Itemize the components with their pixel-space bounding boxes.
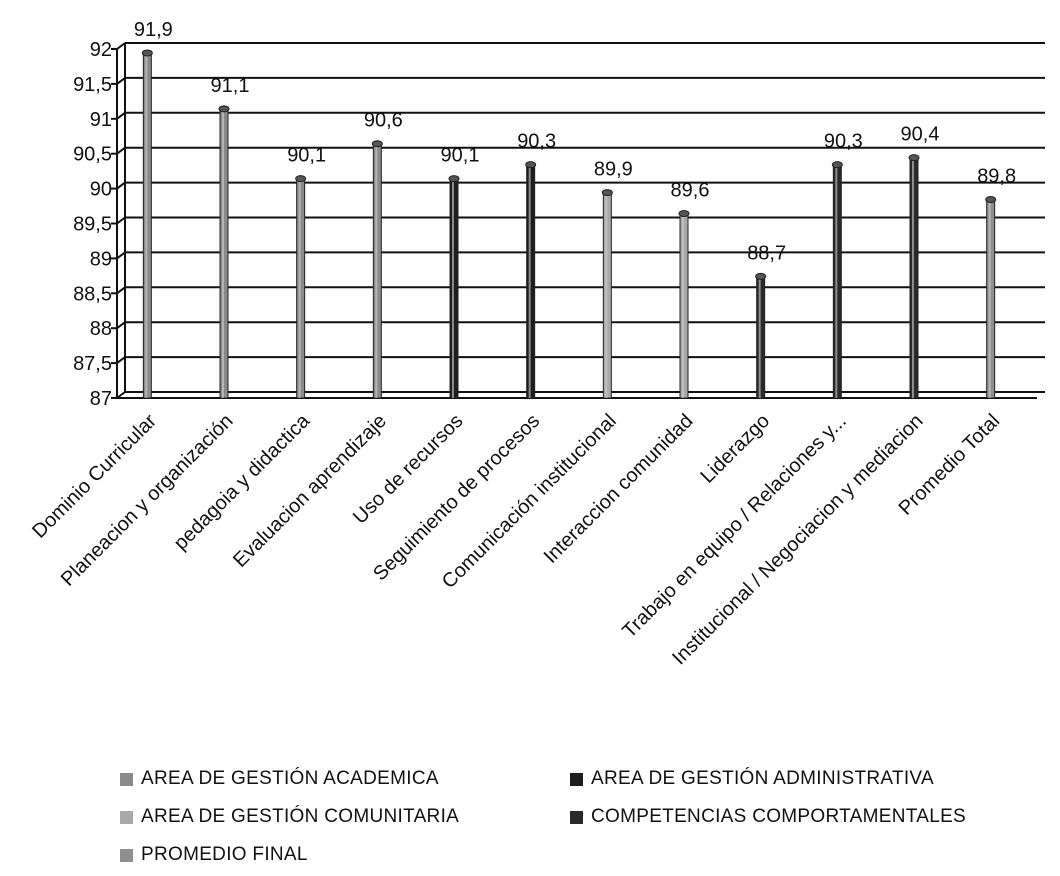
bar bbox=[141, 49, 153, 399]
bar bbox=[985, 196, 997, 399]
data-label: 89,8 bbox=[977, 166, 1016, 188]
bar-cap bbox=[985, 196, 997, 204]
bar bbox=[755, 272, 767, 399]
category-label: Interaccion comunidad bbox=[540, 410, 698, 568]
legend-item-administrativa: AREA DE GESTIÓN ADMINISTRATIVA bbox=[570, 768, 1020, 790]
bar-highlight bbox=[682, 213, 684, 398]
category-label: pedagoia y didactica bbox=[170, 409, 315, 554]
gridline-side bbox=[116, 112, 126, 120]
bars bbox=[141, 49, 997, 399]
data-label: 89,9 bbox=[594, 159, 633, 181]
y-tick-label: 90 bbox=[90, 179, 112, 201]
bar-highlight bbox=[222, 108, 224, 398]
legend-swatch-icon bbox=[570, 810, 583, 824]
bar bbox=[525, 161, 537, 399]
data-label: 91,9 bbox=[134, 19, 173, 41]
data-label: 91,1 bbox=[211, 75, 250, 97]
category-label: Liderazgo bbox=[697, 410, 775, 488]
y-tick-label: 87,5 bbox=[73, 353, 112, 375]
gridline-side bbox=[116, 391, 126, 399]
y-tick-label: 89,5 bbox=[73, 214, 112, 236]
bar-highlight bbox=[835, 164, 838, 398]
value-labels: 91,9 91,1 90,1 90,6 90,1 90,3 89,9 89,6 88,7 90,3… bbox=[134, 19, 1016, 264]
bar-cap bbox=[908, 154, 920, 162]
bar bbox=[448, 175, 460, 399]
legend-item-comportamentales: COMPETENCIAS COMPORTAMENTALES bbox=[570, 806, 1020, 828]
y-axis: 87 87,5 88 88,5 89 89,5 90 90,5 91 91,5 92 bbox=[73, 39, 117, 410]
bar bbox=[831, 161, 843, 399]
legend-swatch-icon bbox=[120, 848, 133, 862]
gridline-side bbox=[116, 42, 126, 50]
y-tick-label: 91 bbox=[90, 109, 112, 131]
y-tick-label: 89 bbox=[90, 248, 112, 270]
bar-cap bbox=[448, 175, 460, 183]
y-tick-label: 91,5 bbox=[73, 74, 112, 96]
y-tick-label: 90,5 bbox=[73, 144, 112, 166]
y-tick-label: 87 bbox=[90, 388, 112, 410]
data-label: 90,3 bbox=[824, 131, 863, 153]
gridline-side bbox=[116, 356, 126, 364]
bar bbox=[601, 189, 613, 399]
data-label: 90,4 bbox=[901, 124, 940, 146]
category-label: Dominio Curricular bbox=[28, 410, 161, 543]
bar-highlight bbox=[375, 143, 378, 398]
gridline-side bbox=[116, 146, 126, 155]
legend-item-academica: AREA DE GESTIÓN ACADEMICA bbox=[120, 768, 570, 790]
legend: AREA DE GESTIÓN ACADEMICA AREA DE GESTIÓ… bbox=[120, 760, 1040, 874]
gridline-side bbox=[116, 77, 126, 85]
bar bbox=[908, 154, 920, 399]
legend-item-promedio-final: PROMEDIO FINAL bbox=[120, 844, 570, 866]
legend-swatch-icon bbox=[120, 810, 133, 824]
bar-cap bbox=[371, 140, 383, 148]
bar bbox=[295, 175, 307, 399]
bar-cap bbox=[678, 210, 690, 218]
bar-highlight bbox=[758, 276, 761, 398]
legend-swatch-icon bbox=[120, 772, 133, 786]
legend-item-comunitaria: AREA DE GESTIÓN COMUNITARIA bbox=[120, 806, 570, 828]
legend-label: AREA DE GESTIÓN ACADEMICA bbox=[141, 768, 439, 789]
bar-cap bbox=[525, 161, 537, 169]
y-tick-label: 88,5 bbox=[73, 283, 112, 305]
data-label: 90,6 bbox=[364, 110, 403, 132]
bar-highlight bbox=[528, 164, 531, 398]
bar-cap bbox=[295, 175, 307, 183]
bar-cap bbox=[755, 272, 767, 280]
bar bbox=[371, 140, 383, 399]
legend-label: AREA DE GESTIÓN COMUNITARIA bbox=[141, 806, 460, 827]
bar-highlight bbox=[145, 52, 148, 398]
y-tick-label: 88 bbox=[90, 318, 112, 340]
bar-highlight bbox=[988, 199, 991, 398]
bar bbox=[678, 210, 690, 399]
category-label: Evaluacion aprendizaje bbox=[229, 410, 391, 572]
data-label: 90,3 bbox=[517, 131, 556, 153]
data-label: 90,1 bbox=[287, 145, 326, 167]
bar-cap bbox=[601, 189, 613, 197]
bar-cap bbox=[141, 49, 153, 57]
gridline-side bbox=[116, 286, 126, 295]
bar-highlight bbox=[605, 192, 608, 398]
gridline-side bbox=[116, 181, 126, 190]
gridline-side bbox=[116, 251, 126, 260]
data-label: 90,1 bbox=[441, 145, 480, 167]
gridline-side bbox=[116, 321, 126, 330]
data-label: 89,6 bbox=[671, 180, 710, 202]
legend-swatch-icon bbox=[570, 772, 583, 786]
grid-layer bbox=[116, 42, 1045, 399]
y-tick-label: 92 bbox=[90, 39, 112, 61]
legend-label: PROMEDIO FINAL bbox=[141, 844, 308, 865]
legend-label: COMPETENCIAS COMPORTAMENTALES bbox=[591, 806, 967, 827]
bar bbox=[218, 105, 230, 399]
bar-highlight bbox=[298, 178, 301, 398]
bar-cap bbox=[831, 161, 843, 169]
data-label: 88,7 bbox=[747, 242, 786, 264]
bar-cap bbox=[218, 105, 230, 113]
gridline-side bbox=[116, 216, 126, 225]
legend-label: AREA DE GESTIÓN ADMINISTRATIVA bbox=[591, 768, 934, 789]
bar-highlight bbox=[452, 178, 454, 398]
bar-highlight bbox=[912, 157, 914, 398]
